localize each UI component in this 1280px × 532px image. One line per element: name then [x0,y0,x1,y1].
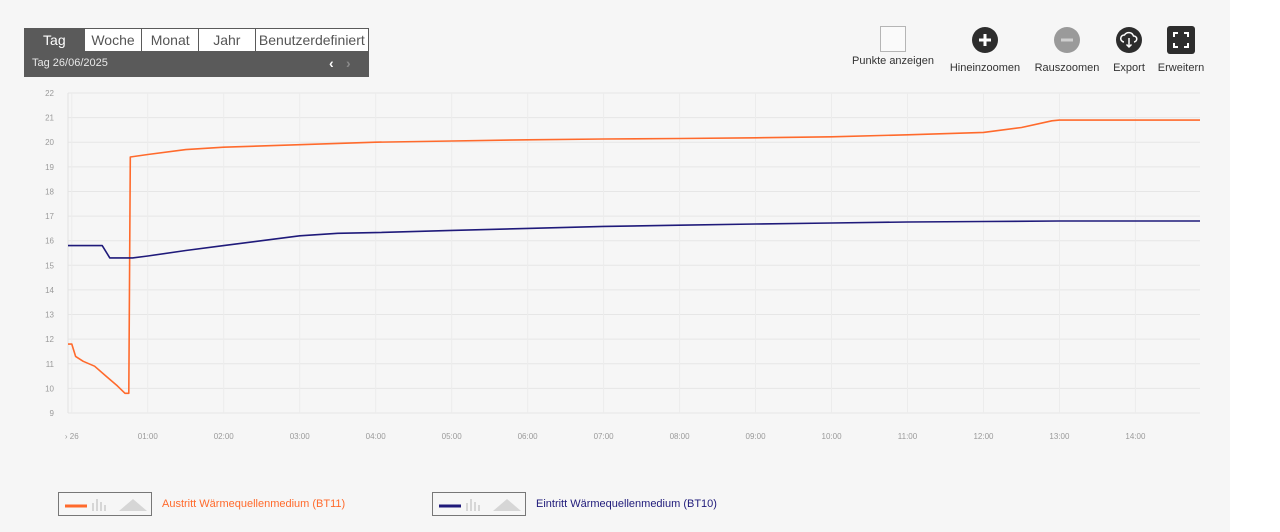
x-tick-label: 04:00 [366,432,387,441]
y-tick-label: 17 [45,212,54,221]
y-tick-label: 22 [45,89,54,98]
series-line-bt11[interactable] [68,119,1200,395]
chevron-left-icon[interactable]: ‹ [329,55,334,71]
zoom-in-button[interactable]: Hineinzoomen [942,26,1028,74]
period-selector: Tag Woche Monat Jahr Benutzerdefiniert T… [24,28,369,77]
zoom-in-label: Hineinzoomen [949,62,1021,74]
tab-custom[interactable]: Benutzerdefiniert [254,29,369,51]
show-points-toggle[interactable]: Punkte anzeigen [846,26,940,67]
x-tick-label: 07:00 [594,432,615,441]
fullscreen-icon [1167,26,1195,54]
zoom-out-label: Rauszoomen [1034,62,1100,74]
y-tick-label: 21 [45,114,54,123]
chevron-right-icon[interactable]: › [346,55,351,71]
legend-label-bt11: Austritt Wärmequellenmedium (BT11) [162,498,346,510]
y-tick-label: 19 [45,163,54,172]
line-preview-icon [65,499,147,511]
y-tick-label: 16 [45,237,54,246]
tab-day[interactable]: Tag [25,29,84,51]
legend-swatch [58,492,152,516]
export-button[interactable]: Export [1108,26,1150,74]
tab-month[interactable]: Monat [141,29,198,51]
y-tick-label: 12 [45,335,54,344]
export-label: Export [1113,62,1145,74]
x-tick-label: 09:00 [746,432,767,441]
x-tick-label: › 26 [65,432,79,441]
x-tick-label: 13:00 [1049,432,1070,441]
x-tick-label: 01:00 [138,432,159,441]
series-lines [68,119,1200,395]
y-tick-label: 15 [45,261,54,270]
y-tick-label: 18 [45,187,54,196]
x-tick-label: 06:00 [518,432,539,441]
cloud-download-icon [1116,27,1142,53]
y-tick-label: 9 [50,409,55,418]
legend-swatch [432,492,526,516]
series-line-bt10[interactable] [68,220,1200,259]
zoom-out-button[interactable]: Rauszoomen [1030,26,1104,74]
x-tick-label: 11:00 [898,432,918,441]
tab-week[interactable]: Woche [83,29,142,51]
checkbox-icon[interactable] [880,26,906,52]
expand-button[interactable]: Erweitern [1153,26,1209,74]
zoom-out-icon [1054,27,1080,53]
x-tick-label: 10:00 [822,432,843,441]
y-axis: 9 10 11 12 13 14 15 16 17 18 19 20 21 22 [45,89,54,418]
x-tick-label: 02:00 [214,432,235,441]
y-tick-label: 20 [45,138,54,147]
right-margin [1230,0,1280,532]
date-label: Tag 26/06/2025 [32,57,108,69]
y-tick-label: 10 [45,384,54,393]
y-tick-label: 11 [46,360,55,369]
y-tick-label: 13 [45,311,54,320]
x-tick-label: 03:00 [290,432,311,441]
zoom-in-icon [972,27,998,53]
show-points-label: Punkte anzeigen [852,55,934,67]
line-preview-icon [439,499,521,511]
x-axis: › 26 01:00 02:00 03:00 04:00 05:00 06:00 07:00 0… [65,432,1146,441]
expand-label: Erweitern [1157,62,1205,74]
x-tick-label: 12:00 [973,432,994,441]
x-tick-label: 08:00 [670,432,691,441]
line-chart[interactable]: 9 10 11 12 13 14 15 16 17 18 19 20 21 22 › 26 01:00 02:… [0,80,1230,460]
period-tabs: Tag Woche Monat Jahr Benutzerdefiniert [24,28,369,52]
y-tick-label: 14 [45,286,54,295]
grid [67,92,1200,414]
x-tick-label: 05:00 [442,432,463,441]
x-tick-label: 14:00 [1125,432,1146,441]
tab-year[interactable]: Jahr [198,29,255,51]
period-info: Tag 26/06/2025 ‹ › [24,53,369,77]
legend-label-bt10: Eintritt Wärmequellenmedium (BT10) [536,498,717,510]
